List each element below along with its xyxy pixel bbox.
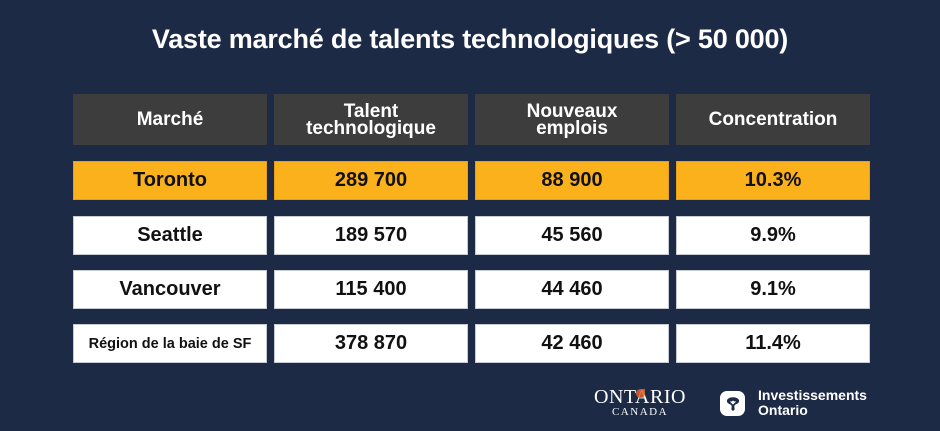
cell-concentration: 9.1% bbox=[676, 270, 870, 309]
header-talent-line1: Talent bbox=[343, 100, 399, 122]
table-row-sf-bay: Région de la baie de SF 378 870 42 460 1… bbox=[73, 324, 870, 363]
header-talent-line2: technologique bbox=[306, 117, 436, 139]
header-new-jobs-line1: Nouveaux bbox=[526, 100, 618, 122]
header-market: Marché bbox=[73, 94, 267, 145]
header-market-label: Marché bbox=[136, 109, 204, 130]
investissements-ontario-line1: Investissements bbox=[758, 387, 867, 403]
table-row-vancouver: Vancouver 115 400 44 460 9.1% bbox=[73, 270, 870, 309]
ontario-canada-logo-line2: CANADA bbox=[611, 406, 669, 418]
table-header-row: Marché Talent technologique Nouveaux emp… bbox=[73, 94, 870, 145]
investissements-ontario-logo: Investissements Ontario bbox=[758, 388, 867, 418]
trillium-glyph bbox=[726, 396, 739, 411]
cell-new-jobs: 45 560 bbox=[475, 216, 669, 255]
cell-market: Toronto bbox=[73, 161, 267, 200]
cell-market: Seattle bbox=[73, 216, 267, 255]
header-concentration: Concentration bbox=[676, 94, 870, 145]
cell-talent: 115 400 bbox=[274, 270, 468, 309]
cell-new-jobs: 42 460 bbox=[475, 324, 669, 363]
cell-market: Vancouver bbox=[73, 270, 267, 309]
cell-talent: 378 870 bbox=[274, 324, 468, 363]
table-row-seattle: Seattle 189 570 45 560 9.9% bbox=[73, 216, 870, 255]
header-talent: Talent technologique bbox=[274, 94, 468, 145]
table-row-toronto: Toronto 289 700 88 900 10.3% bbox=[73, 161, 870, 200]
cell-talent: 289 700 bbox=[274, 161, 468, 200]
cell-talent: 189 570 bbox=[274, 216, 468, 255]
cell-new-jobs: 44 460 bbox=[475, 270, 669, 309]
cell-concentration: 9.9% bbox=[676, 216, 870, 255]
investissements-ontario-line2: Ontario bbox=[758, 402, 808, 418]
slide-title: Vaste marché de talents technologiques (… bbox=[151, 24, 789, 54]
cell-new-jobs: 88 900 bbox=[475, 161, 669, 200]
cell-concentration: 11.4% bbox=[676, 324, 870, 363]
cell-market: Région de la baie de SF bbox=[73, 324, 267, 363]
header-new-jobs-line2: emplois bbox=[536, 117, 608, 139]
maple-leaf-icon bbox=[636, 389, 645, 398]
cell-concentration: 10.3% bbox=[676, 161, 870, 200]
trillium-icon bbox=[720, 391, 745, 416]
header-new-jobs: Nouveaux emplois bbox=[475, 94, 669, 145]
header-concentration-label: Concentration bbox=[708, 109, 838, 130]
